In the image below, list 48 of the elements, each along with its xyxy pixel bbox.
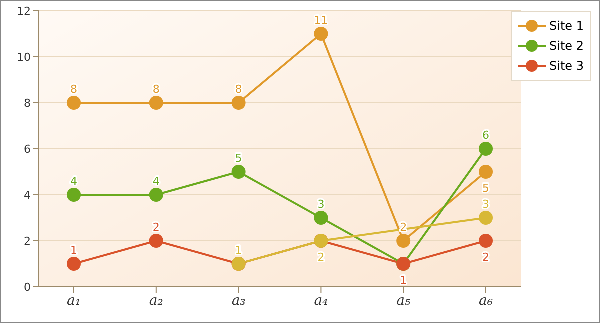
x-tick-label: a₃ (232, 292, 246, 309)
point (479, 142, 493, 156)
data-label: 8 (235, 83, 242, 96)
data-label: 4 (152, 175, 160, 188)
point (396, 234, 411, 248)
point (314, 27, 328, 41)
data-label: 1 (400, 274, 408, 287)
data-label: 1 (70, 244, 78, 257)
data-label: 5 (235, 152, 242, 165)
data-label: 8 (152, 83, 160, 96)
y-tick-label: 2 (24, 234, 31, 248)
point (479, 211, 493, 225)
x-tick-label: a₂ (149, 292, 164, 309)
x-tick-label: a₆ (479, 292, 494, 309)
y-tick-label: 6 (24, 142, 31, 156)
data-label: 11 (314, 14, 328, 27)
y-tick-label: 0 (24, 280, 31, 294)
data-label: 6 (482, 129, 490, 142)
data-label: 4 (70, 175, 78, 188)
data-label: 2 (482, 251, 490, 264)
data-label: 5 (482, 182, 490, 195)
data-label: 8 (70, 83, 78, 96)
point (67, 96, 81, 110)
data-label: 3 (318, 198, 325, 211)
point (149, 96, 164, 110)
data-label: 3 (482, 198, 490, 211)
point (67, 188, 81, 202)
legend-label: Site 1 (550, 19, 584, 33)
point (479, 165, 493, 179)
legend-label: Site 3 (550, 59, 584, 73)
y-tick-label: 4 (24, 188, 31, 202)
data-label: 2 (318, 251, 325, 264)
point (479, 234, 493, 248)
point (314, 211, 328, 225)
y-tick-label: 10 (17, 50, 31, 64)
x-tick-label: a₁ (67, 292, 81, 309)
y-tick-label: 8 (24, 96, 31, 110)
point (67, 257, 81, 271)
data-label: 2 (152, 221, 160, 234)
point (149, 188, 164, 202)
x-tick-label: a₅ (396, 292, 411, 309)
legend-label: Site 2 (550, 39, 584, 53)
x-tick-label: a₄ (314, 292, 329, 309)
y-tick-label: 12 (17, 4, 31, 18)
point (149, 234, 164, 248)
point (232, 165, 246, 179)
data-label: 1 (235, 244, 242, 257)
point (232, 96, 246, 110)
